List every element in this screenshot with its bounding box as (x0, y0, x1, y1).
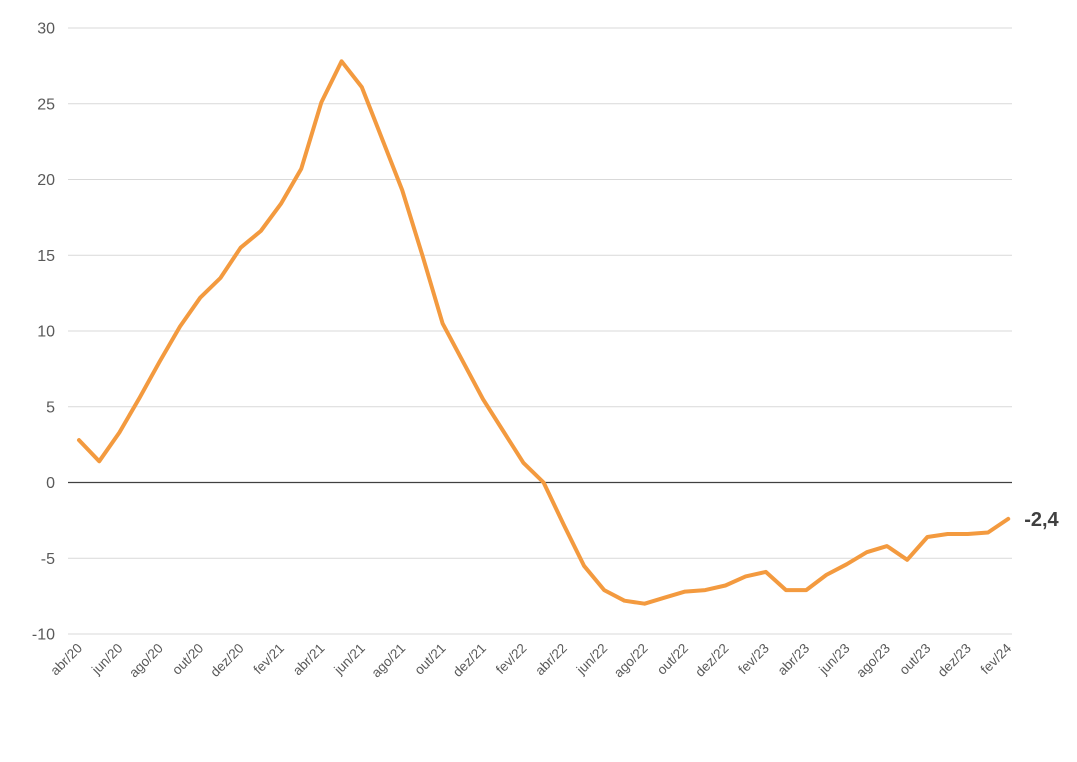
x-tick-label: jun/21 (331, 641, 368, 678)
x-tick-label: fev/21 (251, 641, 288, 678)
y-axis: 30 25 20 15 10 5 0 -5 -10 (32, 21, 55, 644)
y-tick-label: 10 (37, 324, 55, 341)
x-tick-label: abr/23 (775, 641, 813, 679)
y-tick-label: 25 (37, 96, 55, 113)
x-tick-label: fev/23 (735, 641, 772, 678)
x-tick-label: out/20 (169, 641, 206, 678)
y-tick-label: 15 (37, 248, 55, 265)
x-tick-label: fev/22 (493, 641, 530, 678)
y-tick-label: 30 (37, 21, 55, 38)
x-tick-label: jun/23 (815, 641, 852, 678)
gridlines (68, 27, 1012, 635)
x-tick-label: dez/20 (207, 641, 246, 680)
x-tick-label: ago/22 (611, 641, 651, 681)
x-tick-label: fev/24 (978, 640, 1015, 677)
x-tick-label: dez/22 (692, 641, 731, 680)
x-tick-label: abr/20 (47, 641, 85, 679)
y-tick-label: 20 (37, 172, 55, 189)
y-tick-label: 5 (46, 399, 55, 416)
x-tick-label: jun/20 (88, 641, 125, 678)
x-tick-label: out/23 (896, 641, 933, 678)
x-tick-label: out/22 (654, 641, 691, 678)
x-tick-label: abr/21 (290, 641, 328, 679)
end-value-label: -2,4 (1024, 509, 1059, 531)
x-tick-label: ago/21 (369, 641, 409, 681)
x-axis: abr/20 jun/20 ago/20 out/20 dez/20 fev/21 abr/… (47, 640, 1014, 680)
x-tick-label: abr/22 (532, 641, 570, 679)
y-tick-label: 0 (46, 475, 55, 492)
x-tick-label: jun/22 (573, 641, 610, 678)
x-tick-label: ago/23 (853, 641, 893, 681)
series-layer (77, 59, 1011, 606)
x-tick-label: dez/21 (450, 641, 489, 680)
series-line (77, 59, 1011, 606)
x-tick-label: dez/23 (935, 641, 974, 680)
annotations: -2,4 (1024, 509, 1059, 531)
y-tick-label: -10 (32, 627, 55, 644)
x-tick-label: out/21 (412, 641, 449, 678)
y-tick-label: -5 (41, 551, 55, 568)
x-tick-label: ago/20 (126, 641, 166, 681)
